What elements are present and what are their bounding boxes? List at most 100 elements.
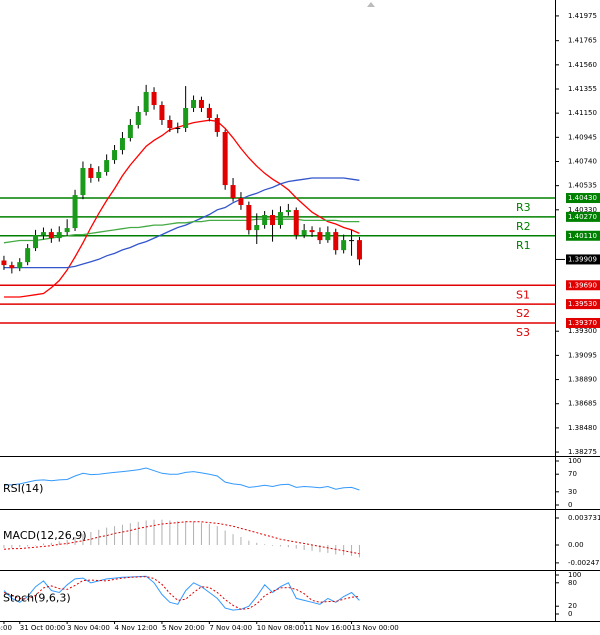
scroll-icon	[367, 2, 375, 7]
histogram-bar	[121, 524, 123, 545]
x-tick-label: 31 Oct 00:00	[20, 624, 66, 632]
histogram-bar	[3, 544, 5, 548]
candle-body	[293, 210, 299, 236]
y-tick-label: 100	[568, 571, 581, 579]
y-tick-label: 1.38480	[568, 424, 597, 432]
y-tick-label: 1.40535	[568, 182, 597, 190]
histogram-bar	[216, 526, 218, 545]
y-tick-label: 0	[568, 610, 572, 618]
histogram-bar	[264, 544, 266, 545]
histogram-bar	[272, 544, 274, 546]
level-name: R2	[516, 220, 531, 233]
candle-body	[119, 138, 125, 151]
histogram-bar	[129, 523, 131, 545]
level-name: S3	[516, 326, 530, 339]
candle-body	[191, 99, 197, 108]
candle-body	[238, 198, 244, 205]
candle-body	[64, 228, 70, 233]
x-tick-label: 6:00	[0, 624, 12, 632]
histogram-bar	[240, 537, 242, 545]
candle-body	[1, 260, 7, 266]
y-tick-label: 1.41765	[568, 37, 597, 45]
histogram-bar	[169, 520, 171, 545]
y-tick-label: 1.40945	[568, 133, 597, 141]
y-tick-label: 1.40330	[568, 206, 597, 214]
stoch-signal-line	[3, 576, 360, 610]
level-price-label: 1.40430	[568, 194, 597, 202]
level-price-label: 1.40270	[568, 213, 597, 221]
candle-body	[183, 107, 189, 129]
level-price-box	[566, 299, 600, 310]
indicator-title: MACD(12,26,9)	[3, 529, 87, 542]
histogram-bar	[114, 526, 116, 545]
candle-body	[349, 240, 355, 242]
histogram-bar	[145, 520, 147, 545]
histogram-bar	[50, 542, 52, 545]
histogram-bar	[311, 544, 313, 551]
histogram-bar	[248, 540, 250, 545]
candle-body	[262, 215, 268, 226]
y-tick-label: 1.39300	[568, 327, 597, 335]
y-tick-label: 30	[568, 488, 577, 496]
histogram-bar	[19, 544, 21, 548]
y-tick-label: 0.003731	[568, 514, 600, 522]
histogram-bar	[58, 541, 60, 545]
histogram-bar	[11, 544, 13, 548]
level-price-box	[566, 193, 600, 204]
indicator-line	[3, 467, 360, 491]
level-name: S1	[516, 288, 530, 301]
y-tick-label: 0	[568, 501, 572, 509]
histogram-bar	[351, 544, 353, 556]
level-price-label: 1.39690	[568, 281, 597, 289]
candle-body	[159, 105, 165, 120]
y-tick-label: 100	[568, 457, 581, 465]
moving-average	[3, 218, 360, 244]
histogram-bar	[42, 543, 44, 545]
candle-body	[112, 150, 118, 161]
y-tick-label: 1.41150	[568, 109, 597, 117]
histogram-bar	[35, 544, 37, 546]
y-tick-label: 1.41560	[568, 61, 597, 69]
x-tick-label: 11 Nov 16:00	[304, 624, 351, 632]
candle-body	[167, 119, 173, 129]
candle-body	[127, 124, 133, 139]
candle-body	[56, 232, 62, 239]
candle-body	[230, 185, 236, 199]
candle-body	[72, 195, 78, 229]
candle-body	[356, 240, 362, 260]
candle-body	[96, 171, 102, 178]
histogram-bar	[279, 544, 281, 547]
x-tick-label: 13 Nov 00:00	[352, 624, 399, 632]
y-tick-label: 0.00	[568, 541, 584, 549]
candle-body	[88, 167, 94, 178]
y-tick-label: 1.39095	[568, 351, 597, 359]
histogram-bar	[82, 534, 84, 545]
candle-body	[341, 240, 347, 251]
candle-body	[135, 111, 141, 125]
candle-body	[214, 117, 220, 133]
histogram-bar	[153, 519, 155, 545]
y-tick-label: 1.41355	[568, 85, 597, 93]
histogram-bar	[106, 527, 108, 545]
level-price-box	[566, 211, 600, 222]
y-tick-label: 70	[568, 470, 577, 478]
level-name: R1	[516, 239, 531, 252]
histogram-bar	[358, 544, 360, 558]
candle-body	[309, 230, 315, 233]
candle-body	[48, 232, 54, 239]
histogram-bar	[185, 521, 187, 545]
current-price-box	[566, 254, 600, 265]
histogram-bar	[193, 521, 195, 545]
histogram-bar	[303, 544, 305, 551]
candle-body	[198, 99, 204, 108]
histogram-bar	[161, 519, 163, 545]
histogram-bar	[27, 544, 29, 547]
histogram-bar	[137, 521, 139, 545]
x-tick-label: 3 Nov 04:00	[67, 624, 110, 632]
y-tick-label: -0.002473	[568, 559, 600, 567]
moving-average	[4, 119, 360, 298]
candle-body	[40, 232, 46, 236]
candle-body	[25, 248, 31, 263]
histogram-bar	[256, 542, 258, 545]
